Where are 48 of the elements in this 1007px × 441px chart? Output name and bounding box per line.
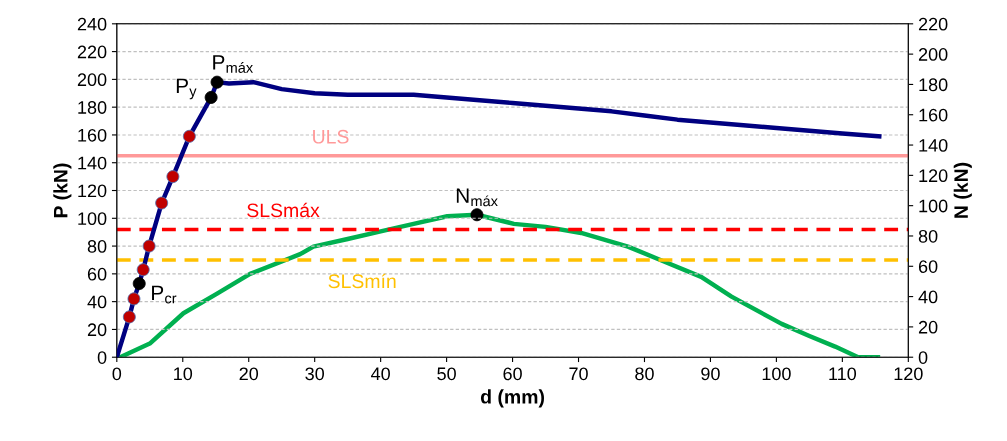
y2-tick-label: 0: [918, 351, 928, 364]
x-tick-label: 0: [112, 367, 122, 381]
y2-tick-label: 200: [918, 48, 948, 61]
x-tick-label: 50: [437, 367, 456, 381]
x-tick-label: 100: [762, 367, 791, 381]
y2-tick-label: 60: [918, 260, 938, 273]
y-tick-label: 0: [97, 351, 107, 364]
y2-tick-label: 40: [918, 290, 938, 304]
y2-axis-title: N (kN): [953, 162, 972, 218]
x-tick-label: 120: [894, 367, 923, 381]
annotation: P$_{y}$: [176, 78, 197, 100]
annotation: P$_{cr}$: [152, 285, 177, 304]
y-tick-label: 220: [77, 45, 107, 59]
y-tick-label: 160: [78, 128, 107, 142]
x-tick-label: 30: [305, 367, 325, 381]
y-tick-label: 240: [77, 17, 107, 31]
x-tick-label: 90: [701, 367, 720, 381]
y2-tick-label: 220: [918, 17, 948, 31]
x-tick-label: 110: [829, 367, 857, 381]
y2-tick-label: 140: [919, 138, 948, 152]
annotation: P$_{máx}$: [213, 55, 253, 73]
x-axis-title: d (mm): [480, 389, 544, 408]
ref-line-label: SLSmáx: [247, 202, 320, 218]
x-tick-label: 40: [371, 367, 390, 381]
y-tick-label: 180: [78, 101, 107, 114]
x-tick-label: 20: [239, 367, 259, 381]
y2-tick-label: 160: [919, 108, 948, 122]
y-tick-label: 40: [87, 295, 107, 309]
y2-tick-label: 180: [919, 78, 948, 92]
y-tick-label: 120: [78, 184, 107, 198]
ref-line-label: SLSmín: [328, 273, 396, 289]
x-tick-label: 10: [174, 367, 193, 381]
ref-line-label: ULS: [313, 129, 349, 144]
x-tick-label: 80: [635, 367, 654, 381]
y2-tick-label: 100: [919, 199, 948, 213]
y-tick-label: 140: [78, 156, 107, 170]
y-tick-label: 80: [87, 240, 107, 253]
y-axis-title: P (kN): [53, 163, 72, 218]
y2-tick-label: 120: [919, 169, 948, 183]
y-tick-label: 100: [78, 212, 107, 226]
y2-tick-label: 80: [918, 229, 938, 243]
x-tick-label: 60: [503, 367, 522, 381]
y-tick-label: 20: [87, 323, 107, 337]
x-tick-label: 70: [569, 367, 588, 381]
annotation: N$_{máx}$: [456, 188, 498, 207]
y2-tick-label: 20: [918, 320, 938, 334]
y-tick-label: 200: [77, 73, 107, 87]
y-tick-label: 60: [87, 267, 107, 281]
